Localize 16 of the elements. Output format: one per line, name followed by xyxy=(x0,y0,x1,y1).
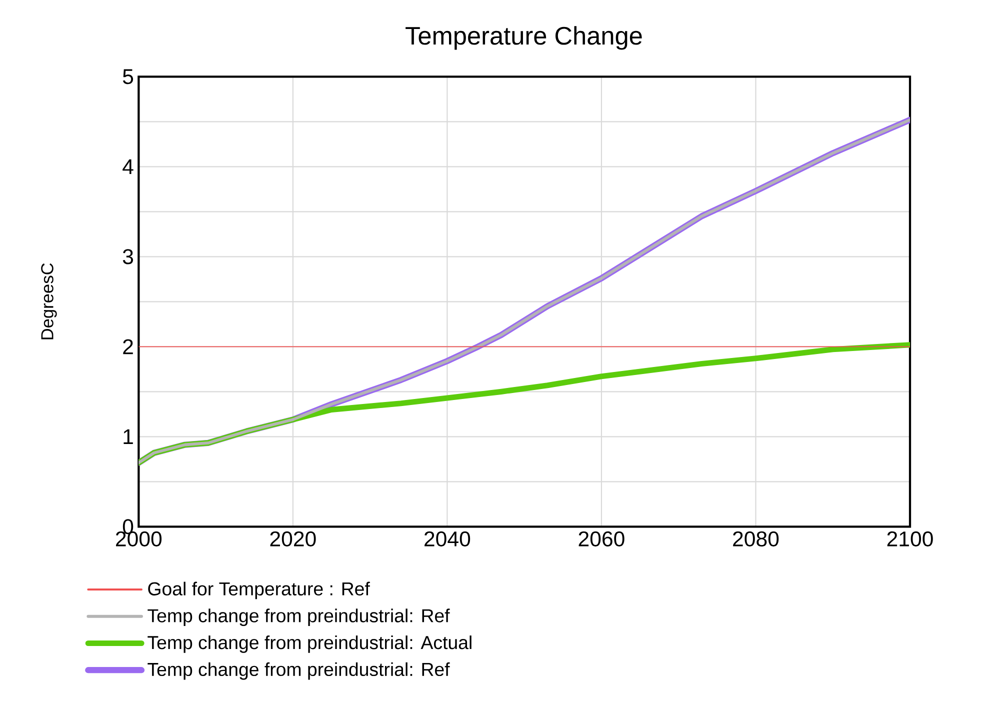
x-tick-label: 2080 xyxy=(733,531,779,546)
legend-label: Goal for Temperature : Ref xyxy=(148,582,370,600)
y-axis-title: DegreesC xyxy=(41,263,57,340)
legend-label: Temp change from preindustrial: Actual xyxy=(148,635,472,653)
x-tick-label: 2100 xyxy=(887,531,933,546)
chart-title: Temperature Change xyxy=(406,26,642,50)
y-tick-label: 1 xyxy=(124,429,133,444)
x-tick-label: 2020 xyxy=(270,531,316,546)
x-tick-label: 2040 xyxy=(424,531,470,546)
y-tick-label: 3 xyxy=(122,249,134,264)
y-tick-label: 5 xyxy=(122,69,134,84)
legend-label: Temp change from preindustrial: Ref xyxy=(148,608,450,626)
x-tick-label: 2060 xyxy=(578,531,624,546)
legend-label: Temp change from preindustrial: Ref xyxy=(148,662,450,680)
y-tick-label: 4 xyxy=(122,159,134,174)
y-tick-label: 2 xyxy=(123,339,133,354)
